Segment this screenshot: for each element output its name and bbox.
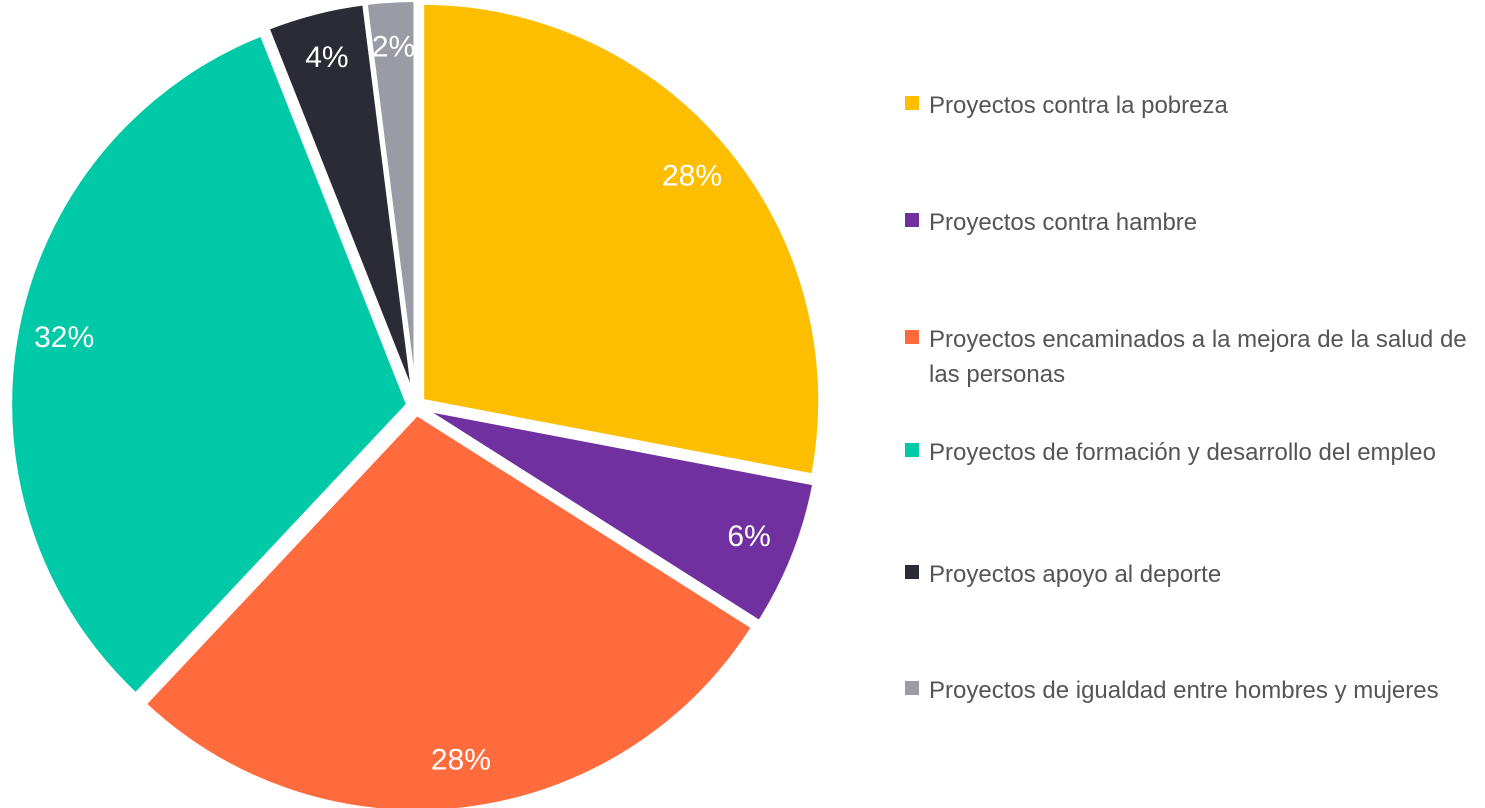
- legend-item: Proyectos contra la pobreza: [905, 88, 1480, 123]
- legend-item: Proyectos contra hambre: [905, 205, 1480, 240]
- legend-label: Proyectos contra la pobreza: [929, 92, 1228, 119]
- legend-label: Proyectos encaminados a la mejora de la …: [929, 326, 1467, 388]
- value-label: 4%: [305, 41, 348, 74]
- pie: 28% 6% 28% 32% 4% 2%: [8, 0, 823, 808]
- legend-swatch: [905, 330, 919, 344]
- legend-swatch: [905, 213, 919, 227]
- legend-item: Proyectos de igualdad entre hombres y mu…: [905, 673, 1480, 708]
- value-label: 32%: [34, 321, 94, 354]
- legend-swatch: [905, 681, 919, 695]
- pie-slice: [141, 411, 756, 808]
- legend-swatch: [905, 443, 919, 457]
- legend-swatch: [905, 96, 919, 110]
- legend-item: Proyectos de formación y desarrollo del …: [905, 435, 1480, 470]
- legend-label: Proyectos de igualdad entre hombres y mu…: [929, 677, 1439, 704]
- pie-slice: [420, 0, 823, 478]
- pie-slice: [8, 31, 411, 698]
- pie-slice: [363, 0, 418, 399]
- value-label: 28%: [662, 160, 722, 193]
- legend-item: Proyectos apoyo al deporte: [905, 557, 1480, 592]
- value-label: 28%: [431, 743, 491, 776]
- value-label: 2%: [372, 30, 415, 63]
- legend-item: Proyectos encaminados a la mejora de la …: [905, 322, 1480, 392]
- value-label: 6%: [727, 520, 770, 553]
- legend-label: Proyectos contra hambre: [929, 209, 1198, 236]
- pie-slice: [422, 406, 817, 625]
- legend-swatch: [905, 565, 919, 579]
- legend-label: Proyectos apoyo al deporte: [929, 561, 1222, 588]
- legend-label: Proyectos de formación y desarrollo del …: [929, 439, 1436, 466]
